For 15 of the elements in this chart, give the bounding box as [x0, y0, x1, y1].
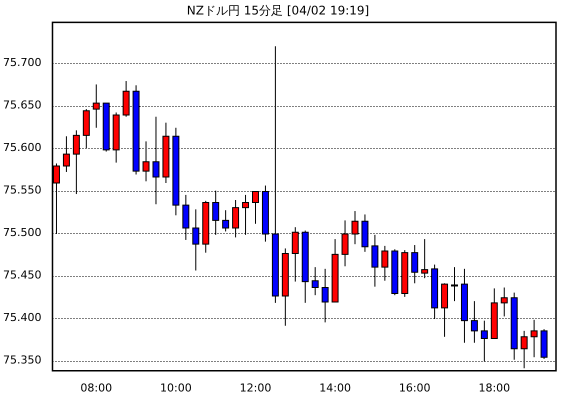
x-tick-label: 10:00 — [160, 381, 192, 394]
x-tick-label: 14:00 — [319, 381, 351, 394]
x-tick-label: 18:00 — [478, 381, 510, 394]
y-tick-label: 75.350 — [2, 353, 42, 366]
y-tick-label: 75.400 — [2, 310, 42, 324]
x-tick-label: 16:00 — [398, 381, 431, 394]
y-tick-label: 75.550 — [2, 184, 42, 197]
y-tick-label: 75.650 — [2, 98, 42, 112]
y-tick-label: 75.450 — [2, 268, 42, 282]
y-tick-label: 75.700 — [2, 56, 42, 70]
chart-title: NZドル円 15分足 [04/02 19:19] — [186, 3, 370, 18]
x-tick-label: 12:00 — [240, 381, 272, 394]
x-tick-label: 08:00 — [80, 381, 112, 394]
y-tick-label: 75.500 — [2, 226, 42, 239]
y-tick-label: 75.600 — [2, 141, 42, 154]
